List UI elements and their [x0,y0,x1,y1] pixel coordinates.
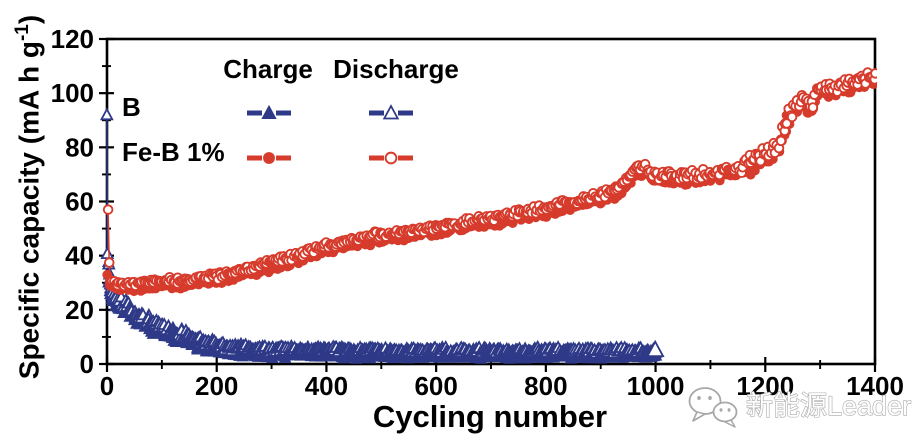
y-tick-label: 40 [65,241,94,271]
y-axis-title-superscript: -1 [12,24,33,42]
watermark-text-canvas: 新能源Leader [745,390,911,421]
legend-sample-feb-discharge [369,151,413,165]
x-tick-label: 200 [195,371,238,401]
wechat-icon [688,387,738,428]
legend-header-discharge: Discharge [333,54,459,84]
x-tick-label: 800 [524,371,567,401]
x-axis-title: Cycling number [372,399,608,434]
y-axis-title-close: ) [13,14,45,25]
watermark-text: 新能源Leader [746,391,911,421]
series-charge-feb1 [102,75,877,297]
y-tick-label: 80 [65,132,94,162]
x-tick-label: 400 [305,371,348,401]
legend-header-charge: Charge [223,54,313,84]
y-axis-title-text: Specific capacity (mA h g [13,41,45,380]
data-series [99,67,877,364]
legend-sample-b-charge [247,104,291,120]
series-discharge-b [99,107,665,359]
legend-label-feb: Fe-B 1% [122,137,225,167]
legend-sample-feb-charge [247,152,291,164]
axis-ticks: 0 200 400 600 800 1000 1200 1400 0 20 40 60 80 100 120 [51,24,904,401]
x-tick-label: 600 [414,371,457,401]
x-tick-label: 0 [100,371,114,401]
y-tick-label: 20 [65,295,94,325]
plot-frame [105,37,877,366]
y-tick-label: 120 [51,24,94,54]
series-discharge-feb1 [102,67,877,292]
x-tick-label: 1000 [627,371,685,401]
legend-label-b: B [122,92,141,122]
x-tick-label: 1200 [736,371,794,401]
y-axis-title: Specific capacity (mA h g-1) [4,0,45,417]
legend-sample-b-discharge [369,104,413,120]
y-tick-label: 60 [65,187,94,217]
y-tick-label: 100 [51,78,94,108]
x-tick-label: 1400 [846,371,904,401]
y-tick-label: 0 [80,349,94,379]
watermark: 新能源Leader [684,384,920,430]
